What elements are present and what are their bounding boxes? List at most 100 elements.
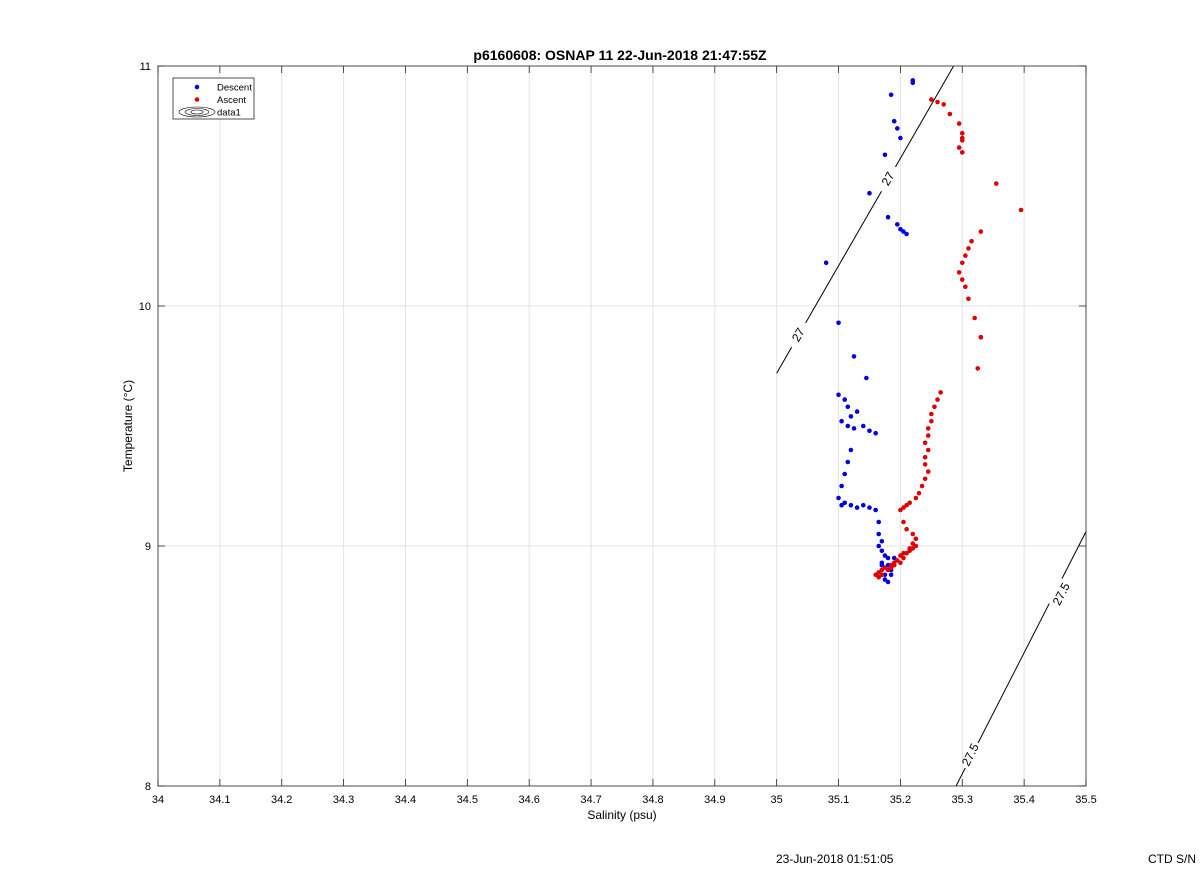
legend-label: data1: [217, 108, 241, 119]
data-point: [963, 253, 968, 258]
data-point: [885, 214, 891, 220]
data-point: [842, 397, 848, 402]
data-point: [898, 226, 903, 232]
data-point: [891, 562, 897, 568]
data-point: [898, 135, 903, 141]
y-tick-label: 9: [145, 541, 151, 553]
x-tick-label: 34.1: [209, 794, 230, 806]
data-point: [956, 121, 962, 126]
x-tick-label: 34.5: [457, 794, 478, 806]
legend-label: Ascent: [217, 95, 246, 106]
data-point: [975, 366, 981, 371]
data-point: [922, 476, 928, 482]
x-tick-label: 34.7: [580, 794, 601, 806]
y-axis-label: Temperature (°C): [121, 380, 135, 472]
data-point: [904, 526, 909, 532]
x-tick-label: 35.5: [1075, 794, 1096, 806]
series-descent: [823, 78, 916, 585]
data-point: [891, 555, 897, 561]
data-point: [929, 97, 934, 102]
data-point: [885, 555, 891, 561]
plot-area: [158, 66, 1086, 786]
data-point: [879, 548, 885, 554]
data-point: [839, 502, 844, 508]
contour-line: [895, 65, 955, 168]
data-point: [966, 296, 971, 302]
data-point: [851, 426, 857, 431]
contour-line: [805, 190, 882, 324]
data-point: [823, 260, 829, 266]
series-ascent: [873, 97, 1024, 580]
data-point: [879, 538, 885, 544]
data-point: [910, 541, 916, 546]
data-point: [842, 471, 848, 477]
y-tick-label: 10: [139, 301, 151, 313]
legend-box: [172, 77, 255, 120]
legend-contour-icon: [178, 106, 216, 118]
data-point: [913, 536, 919, 542]
data-point: [932, 404, 937, 410]
data-point: [929, 411, 934, 417]
x-tick-label: 35.2: [890, 794, 911, 806]
data-point: [873, 507, 878, 513]
data-point: [885, 567, 891, 573]
data-point: [904, 502, 909, 508]
data-point: [907, 500, 912, 506]
data-point: [938, 390, 943, 395]
data-point: [888, 572, 894, 578]
data-point: [959, 130, 965, 136]
data-point: [901, 519, 906, 525]
data-point: [851, 354, 857, 359]
data-point: [978, 334, 984, 340]
data-point: [882, 565, 888, 570]
data-point: [876, 570, 882, 575]
x-axis-label: Salinity (psu): [587, 808, 656, 822]
data-point: [882, 577, 888, 582]
footer-timestamp: 23-Jun-2018 01:51:05: [776, 852, 894, 866]
data-point: [895, 126, 900, 131]
data-point: [836, 392, 841, 398]
data-point: [895, 222, 900, 227]
data-point: [929, 418, 934, 424]
data-point: [879, 572, 885, 578]
y-axis-ticks: 8 9 10 11: [139, 61, 1086, 793]
data-point: [922, 462, 928, 467]
data-point: [922, 440, 928, 446]
legend-label: Descent: [217, 83, 252, 94]
data-point: [876, 574, 882, 580]
data-point: [922, 454, 928, 460]
data-point: [1018, 207, 1024, 213]
data-point: [888, 92, 894, 98]
data-point: [885, 579, 891, 585]
x-tick-label: 34.3: [333, 794, 354, 806]
data-point: [845, 423, 851, 429]
data-point: [925, 447, 931, 453]
x-tick-label: 34.2: [271, 794, 292, 806]
footer-serial: CTD S/N: [1148, 852, 1196, 866]
data-point: [888, 565, 894, 570]
contour-line: [776, 346, 793, 374]
data-point: [898, 560, 903, 566]
data-point: [935, 397, 940, 402]
data-point: [879, 562, 885, 568]
legend-marker: [194, 97, 200, 102]
data-point: [839, 418, 844, 424]
contour-line: [955, 767, 966, 787]
data-point: [864, 375, 869, 381]
x-axis-ticks: 34 34.1 34.2 34.3 34.4 34.5 34.6 34.7 34.8 34.9 35…: [152, 66, 1097, 806]
data-point: [913, 495, 919, 501]
data-point: [916, 490, 922, 496]
x-tick-label: 35.1: [828, 794, 849, 806]
data-point: [904, 231, 909, 237]
data-point: [901, 505, 906, 510]
x-tick-label: 34.4: [395, 794, 416, 806]
data-point: [845, 404, 851, 410]
data-point: [963, 284, 968, 290]
data-point: [910, 531, 916, 537]
data-point: [959, 150, 965, 155]
data-point: [919, 483, 925, 489]
x-tick-label: 34: [152, 794, 164, 806]
data-point: [959, 135, 965, 141]
data-point: [978, 229, 984, 234]
